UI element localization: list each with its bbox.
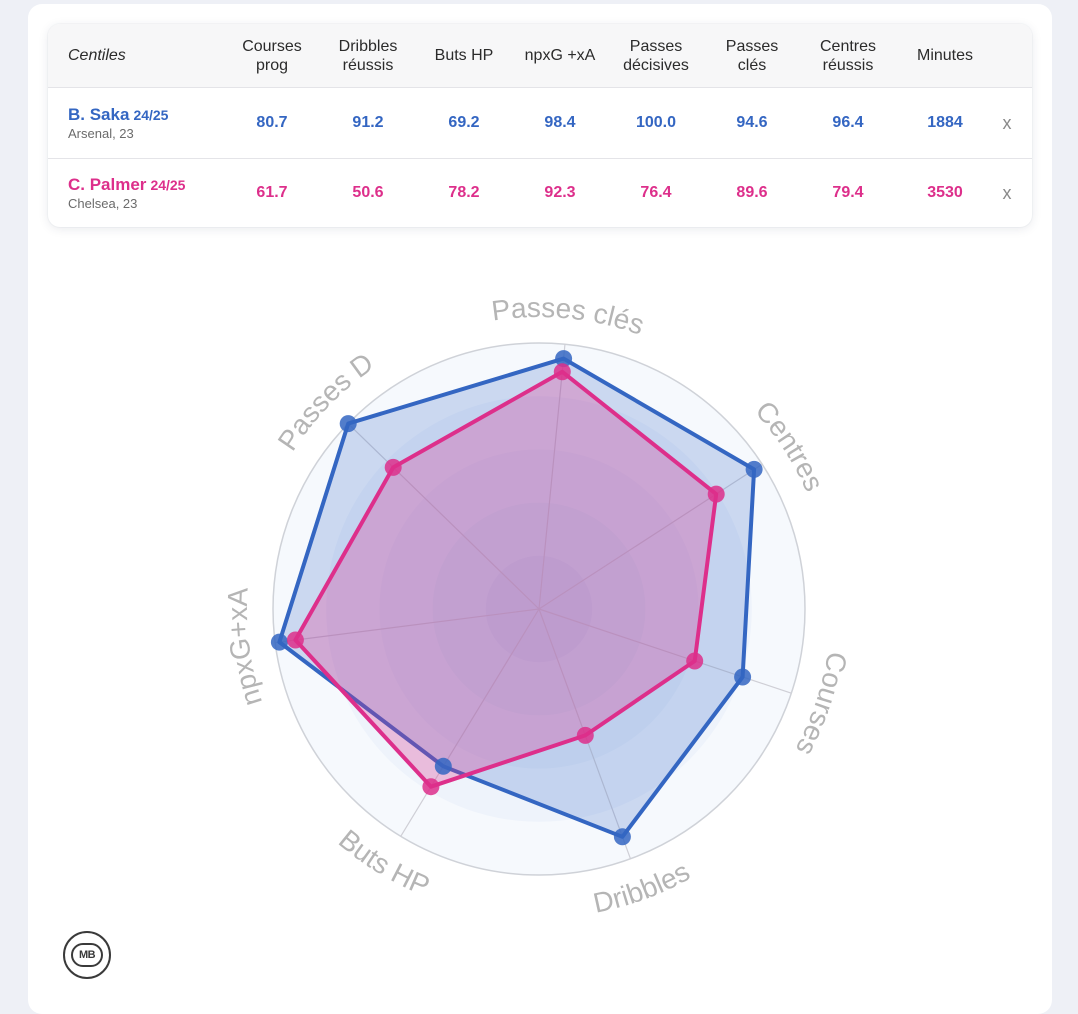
cell-minutes: 3530: [927, 184, 963, 201]
header-dribbles-reussis: Dribbles réussis: [338, 37, 398, 74]
header-npxg-xa: npxG +xA: [524, 47, 596, 64]
cell-passes-cles: 94.6: [736, 114, 768, 131]
cell-courses-prog: 61.7: [256, 184, 288, 201]
cell-courses-prog: 80.7: [256, 114, 288, 131]
cell-passes-cles: 89.6: [736, 184, 768, 201]
player-name-palmer[interactable]: C. Palmer 24/25: [68, 175, 186, 194]
table-header: Centiles Courses prog Dribbles réussis But…: [48, 24, 1032, 88]
cell-npxg-xa: 98.4: [544, 114, 576, 131]
cell-passes-decisives: 76.4: [640, 184, 672, 201]
remove-player-button[interactable]: x: [1002, 112, 1012, 133]
header-courses-prog: Courses prog: [242, 37, 302, 74]
player-club-saka: Arsenal, 23: [68, 126, 134, 141]
cell-passes-decisives: 100.0: [635, 114, 677, 131]
header-centres-reussis: Centres réussis: [819, 37, 877, 74]
header-passes-decisives: Passes décisives: [623, 37, 689, 74]
player-club-palmer: Chelsea, 23: [68, 196, 138, 211]
cell-buts-hp: 69.2: [448, 114, 480, 131]
remove-player-button[interactable]: x: [1002, 182, 1012, 203]
cell-minutes: 1884: [927, 114, 963, 131]
cell-dribbles-reussis: 91.2: [352, 114, 384, 131]
cell-buts-hp: 78.2: [448, 184, 480, 201]
header-buts-hp: Buts HP: [434, 47, 494, 64]
cell-npxg-xa: 92.3: [544, 184, 576, 201]
percentile-table: Centiles Courses prog Dribbles réussis But…: [48, 24, 1032, 227]
header-minutes: Minutes: [916, 47, 974, 64]
header-centiles: Centiles: [68, 47, 126, 64]
mb-logo-icon: MB: [63, 931, 111, 979]
logo-text: MB: [71, 943, 103, 967]
cell-centres-reussis: 79.4: [832, 184, 864, 201]
cell-dribbles-reussis: 50.6: [352, 184, 384, 201]
player-name-saka[interactable]: B. Saka 24/25: [68, 105, 169, 124]
table-row-palmer: C. Palmer 24/25 Chelsea, 23 61.7 50.6 78.…: [48, 158, 1032, 227]
header-passes-cles: Passes clés: [725, 37, 779, 74]
table-row-saka: B. Saka 24/25 Arsenal, 23 80.7 91.2 69.2 …: [48, 88, 1032, 159]
cell-centres-reussis: 96.4: [832, 114, 864, 131]
